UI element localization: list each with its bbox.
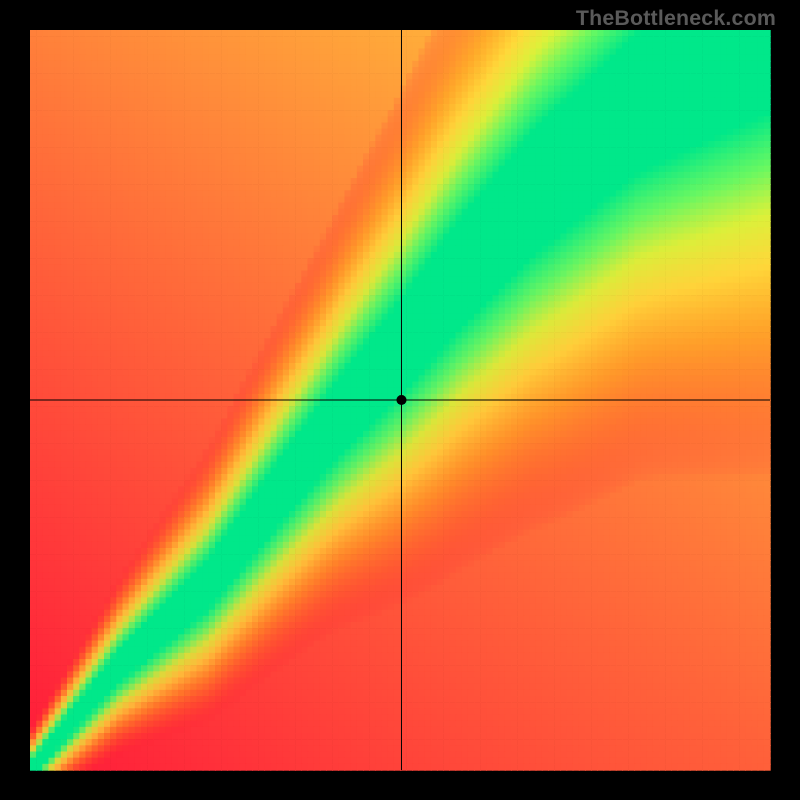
source-watermark: TheBottleneck.com	[576, 6, 776, 31]
chart-frame: TheBottleneck.com	[0, 0, 800, 800]
bottleneck-heatmap-canvas	[0, 0, 800, 800]
